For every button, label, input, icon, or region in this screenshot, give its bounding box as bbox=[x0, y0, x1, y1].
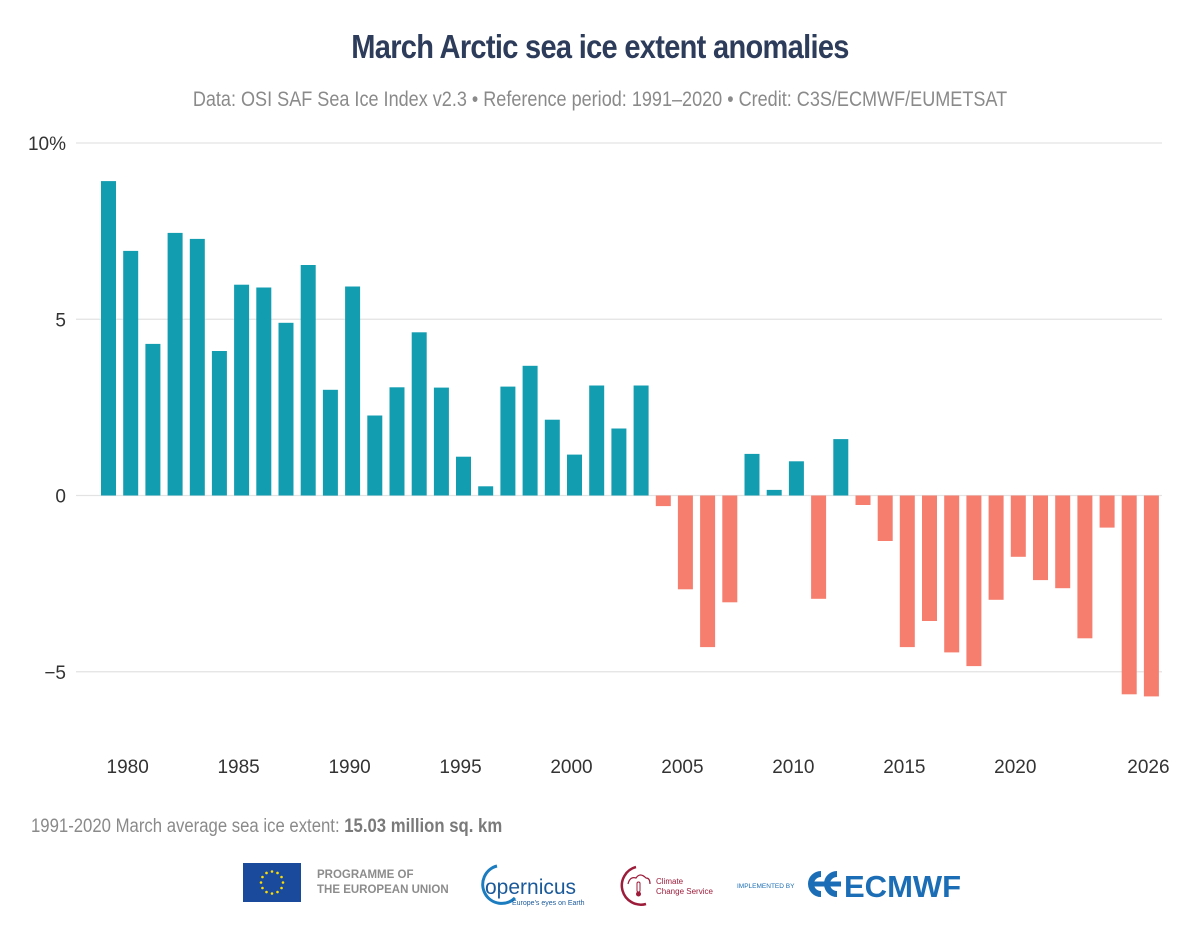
eu-line-1: PROGRAMME OF bbox=[317, 869, 414, 881]
thermometer-icon bbox=[636, 881, 641, 893]
bar-2024 bbox=[1099, 495, 1115, 528]
bar-1981 bbox=[145, 343, 161, 496]
x-tick-label: 2005 bbox=[661, 757, 703, 778]
bar-1992 bbox=[389, 387, 405, 496]
chart-subtitle: Data: OSI SAF Sea Ice Index v2.3 • Refer… bbox=[192, 88, 1008, 111]
bar-2001 bbox=[589, 385, 605, 496]
ecmwf-wordmark: ECMWF bbox=[844, 869, 961, 902]
bar-1985 bbox=[234, 284, 250, 496]
x-tick-label: 1995 bbox=[439, 757, 481, 778]
bar-1984 bbox=[211, 351, 227, 496]
bar-2022 bbox=[1055, 495, 1071, 589]
bar-2012 bbox=[833, 439, 849, 496]
bar-1996 bbox=[478, 486, 494, 496]
bar-2025 bbox=[1121, 495, 1137, 695]
bar-1982 bbox=[167, 232, 183, 496]
c3s-line-1: Climate bbox=[656, 877, 684, 886]
copernicus-logo: opernicus Europe's eyes on Earth bbox=[475, 862, 595, 908]
ecmwf-logo: IMPLEMENTED BY ECMWF bbox=[737, 866, 967, 904]
bar-1993 bbox=[411, 332, 427, 496]
bar-1988 bbox=[300, 265, 316, 496]
bar-2009 bbox=[766, 489, 782, 496]
copernicus-wordmark: opernicus bbox=[485, 876, 576, 899]
x-tick-label: 2020 bbox=[994, 757, 1036, 778]
eu-star-icon bbox=[261, 886, 264, 890]
bar-1983 bbox=[189, 238, 205, 496]
reference-average-value: 15.03 million sq. km bbox=[344, 816, 503, 837]
bar-2014 bbox=[877, 495, 893, 541]
bar-1998 bbox=[522, 365, 538, 496]
c3s-logo: Climate Change Service bbox=[618, 864, 718, 908]
bar-1979 bbox=[101, 181, 116, 496]
c3s-arc-icon bbox=[620, 865, 647, 906]
eu-star-icon bbox=[280, 886, 283, 890]
bar-2018 bbox=[966, 495, 982, 667]
bar-2008 bbox=[744, 453, 760, 496]
bar-2007 bbox=[722, 495, 738, 603]
y-tick-label: 10% bbox=[28, 134, 66, 155]
bar-1990 bbox=[345, 286, 361, 496]
bar-2016 bbox=[922, 495, 937, 621]
bar-1999 bbox=[544, 419, 560, 496]
bar-2026 bbox=[1143, 495, 1159, 697]
bar-2004 bbox=[655, 495, 671, 507]
eu-star-icon bbox=[281, 881, 285, 884]
bar-2021 bbox=[1033, 495, 1048, 581]
x-tick-label: 2000 bbox=[550, 757, 592, 778]
eu-star-icon bbox=[280, 875, 283, 879]
x-tick-label: 1990 bbox=[328, 757, 370, 778]
x-tick-label: 2026 bbox=[1127, 757, 1169, 778]
eu-programme-text: PROGRAMME OF THE EUROPEAN UNION bbox=[317, 868, 449, 898]
bar-1995 bbox=[456, 456, 471, 496]
eu-star-icon bbox=[270, 870, 274, 873]
bar-2000 bbox=[567, 454, 582, 496]
bar-2003 bbox=[633, 385, 649, 496]
bar-1991 bbox=[367, 415, 383, 496]
bar-2020 bbox=[1010, 495, 1026, 557]
eu-star-icon bbox=[265, 871, 268, 875]
x-tick-label: 1985 bbox=[217, 757, 259, 778]
bar-1987 bbox=[278, 322, 294, 496]
eu-star-icon bbox=[259, 881, 263, 884]
bar-2017 bbox=[944, 495, 960, 653]
implemented-by-label: IMPLEMENTED BY bbox=[737, 883, 795, 890]
c3s-line-2: Change Service bbox=[656, 887, 713, 896]
eu-line-2: THE EUROPEAN UNION bbox=[317, 884, 449, 896]
bar-1994 bbox=[433, 387, 449, 496]
x-tick-label: 1980 bbox=[107, 757, 149, 778]
x-tick-label: 2010 bbox=[772, 757, 814, 778]
copernicus-arc-icon bbox=[481, 864, 517, 905]
eu-star-icon bbox=[270, 892, 274, 895]
bar-2015 bbox=[899, 495, 915, 648]
bar-1986 bbox=[256, 287, 272, 496]
bar-2019 bbox=[988, 495, 1004, 600]
eu-star-icon bbox=[276, 871, 279, 875]
reference-average-note: 1991-2020 March average sea ice extent: … bbox=[31, 816, 502, 838]
bar-2011 bbox=[811, 495, 827, 599]
bar-2023 bbox=[1077, 495, 1093, 639]
eu-star-icon bbox=[261, 875, 264, 879]
bar-2013 bbox=[855, 495, 871, 505]
x-tick-label: 2015 bbox=[883, 757, 925, 778]
copernicus-tagline: Europe's eyes on Earth bbox=[512, 900, 585, 907]
bar-2002 bbox=[611, 428, 627, 496]
eu-star-icon bbox=[276, 890, 279, 894]
bar-2006 bbox=[700, 495, 716, 648]
bar-1989 bbox=[322, 389, 338, 496]
reference-average-label: 1991-2020 March average sea ice extent: bbox=[31, 816, 345, 837]
y-tick-label: −5 bbox=[44, 663, 66, 684]
bar-1980 bbox=[123, 250, 139, 496]
bar-1997 bbox=[500, 386, 516, 496]
eu-star-icon bbox=[265, 890, 268, 894]
bar-2005 bbox=[677, 495, 693, 590]
bar-2010 bbox=[788, 461, 804, 496]
cloud-icon bbox=[627, 874, 651, 885]
eu-flag-icon bbox=[243, 863, 301, 902]
y-tick-label: 0 bbox=[55, 487, 66, 508]
logo-bar: PROGRAMME OF THE EUROPEAN UNION opernicu… bbox=[0, 858, 1200, 918]
y-tick-label: 5 bbox=[55, 310, 66, 331]
chart-title: March Arctic sea ice extent anomalies bbox=[351, 28, 849, 65]
